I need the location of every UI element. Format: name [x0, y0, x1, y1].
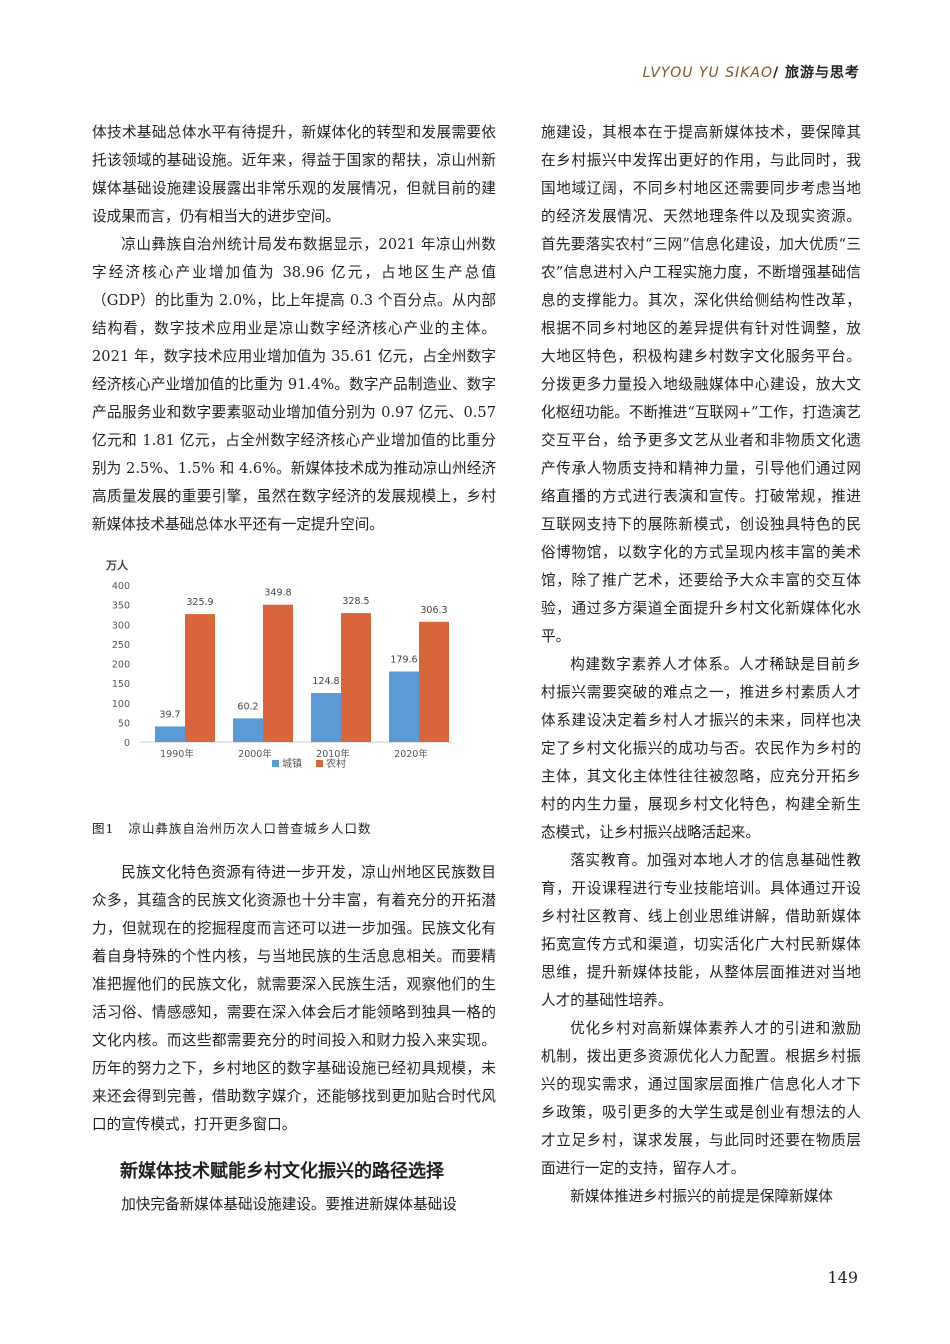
section-heading: 新媒体技术赋能乡村文化振兴的路径选择: [120, 1161, 444, 1182]
y-tick-label: 150: [112, 679, 130, 690]
journal-name-en: LVYOU YU SIKAO: [642, 65, 773, 81]
bar-rural: [263, 604, 293, 742]
y-tick-label: 0: [124, 738, 130, 749]
x-tick-label: 2020年: [394, 748, 428, 760]
y-tick-label: 400: [112, 581, 130, 592]
data-label: 349.8: [264, 588, 291, 599]
paragraph: 民族文化特色资源有待进一步开发，凉山州地区民族数目众多，其蕴含的民族文化资源也十…: [92, 864, 496, 1133]
legend-swatch: [272, 760, 279, 767]
bar-urban: [311, 693, 341, 742]
data-label: 124.8: [312, 676, 339, 687]
y-tick-label: 300: [112, 620, 130, 631]
paragraph: 优化乡村对高新媒体素养人才的引进和激励机制，拨出更多资源优化人力配置。根据乡村振…: [541, 1020, 861, 1177]
x-tick-label: 2010年: [316, 748, 350, 760]
bar-urban: [155, 726, 185, 742]
legend-label: 城镇: [282, 757, 302, 770]
data-label: 328.5: [342, 596, 369, 607]
figure-caption-text: 凉山彝族自治州历次人口普查城乡人口数: [128, 821, 372, 836]
bar-rural: [341, 613, 371, 742]
data-label: 39.7: [159, 709, 180, 720]
data-label: 306.3: [420, 605, 447, 616]
figure-caption: 图1 凉山彝族自治州历次人口普查城乡人口数: [92, 819, 496, 839]
legend-label: 农村: [326, 757, 346, 770]
right-column: 施建设，其根本在于提高新媒体技术，要保障其在乡村振兴中发挥出更好的作用，与此同时…: [541, 119, 861, 1211]
y-tick-label: 200: [112, 660, 130, 671]
paragraph: 体技术基础总体水平有待提升，新媒体化的转型和发展需要依托该领域的基础设施。近年来…: [92, 124, 496, 225]
header-separator: /: [773, 65, 780, 81]
paragraph: 施建设，其根本在于提高新媒体技术，要保障其在乡村振兴中发挥出更好的作用，与此同时…: [541, 124, 861, 645]
data-label: 179.6: [390, 655, 417, 666]
y-tick-label: 50: [118, 718, 130, 729]
figure-number: 图1: [92, 821, 115, 836]
bar-rural: [419, 621, 449, 742]
x-tick-label: 2000年: [238, 748, 272, 760]
y-axis-unit: 万人: [105, 558, 129, 572]
data-label: 60.2: [237, 701, 258, 712]
journal-header: LVYOU YU SIKAO/ 旅游与思考: [643, 62, 860, 82]
paragraph: 凉山彝族自治州统计局发布数据显示，2021 年凉山州数字经济核心产业增加值为 3…: [92, 236, 496, 533]
page-number: 149: [827, 1268, 858, 1287]
bar-urban: [389, 671, 419, 742]
bar-rural: [185, 614, 215, 742]
figure-chart: 万人 0 50 100 150 200 250 300 350 400 39.7 325.9 1990年…: [92, 553, 496, 815]
x-tick-label: 1990年: [160, 748, 194, 760]
journal-name-cn: 旅游与思考: [779, 65, 860, 81]
legend-swatch: [316, 760, 323, 767]
paragraph: 构建数字素养人才体系。人才稀缺是目前乡村振兴需要突破的难点之一，推进乡村素质人才…: [541, 656, 861, 841]
bar-urban: [233, 718, 263, 742]
left-column: 体技术基础总体水平有待提升，新媒体化的转型和发展需要依托该领域的基础设施。近年来…: [92, 119, 496, 1219]
y-tick-label: 100: [112, 699, 130, 710]
population-bar-chart: 万人 0 50 100 150 200 250 300 350 400 39.7 325.9 1990年…: [105, 558, 452, 770]
paragraph: 落实教育。加强对本地人才的信息基础性教育，开设课程进行专业技能培训。具体通过开设…: [541, 852, 861, 1009]
paragraph: 新媒体推进乡村振兴的前提是保障新媒体: [570, 1188, 833, 1205]
y-tick-label: 350: [112, 601, 130, 612]
y-tick-label: 250: [112, 640, 130, 651]
paragraph: 加快完备新媒体基础设施建设。要推进新媒体基础设: [121, 1196, 457, 1213]
data-label: 325.9: [186, 597, 213, 608]
